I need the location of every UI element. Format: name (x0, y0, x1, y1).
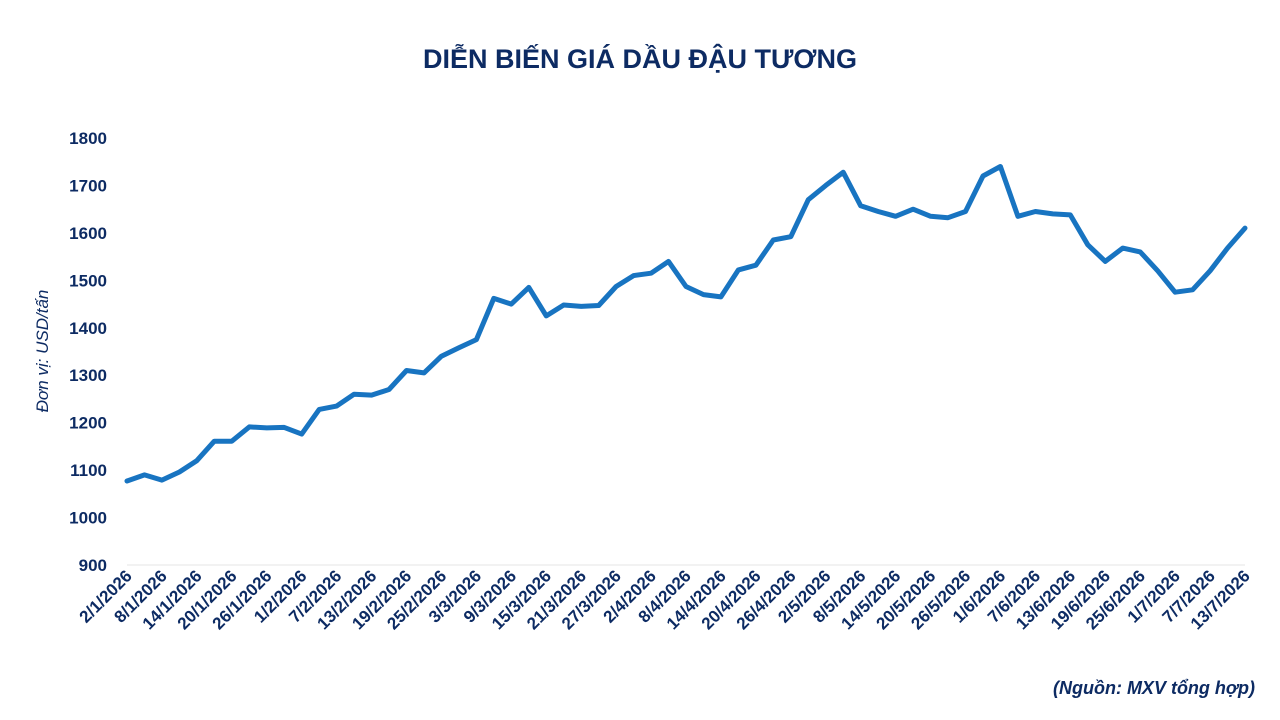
y-tick-label: 1400 (69, 319, 107, 338)
y-tick-label: 1500 (69, 271, 107, 290)
y-tick-label: 1200 (69, 414, 107, 433)
source-note: (Nguồn: MXV tổng hợp) (1053, 678, 1255, 698)
y-tick-label: 1600 (69, 224, 107, 243)
y-tick-label: 1100 (70, 461, 107, 480)
y-tick-label: 900 (79, 556, 107, 575)
chart-title: DIỄN BIẾN GIÁ DẦU ĐẬU TƯƠNG (423, 43, 857, 74)
y-tick-label: 1000 (69, 509, 107, 528)
y-tick-label: 1800 (69, 129, 107, 148)
y-tick-label: 1300 (69, 366, 107, 385)
y-tick-label: 1700 (69, 176, 107, 195)
y-axis-label: Đơn vị: USD/tấn (33, 290, 52, 413)
price-line (124, 164, 1248, 484)
